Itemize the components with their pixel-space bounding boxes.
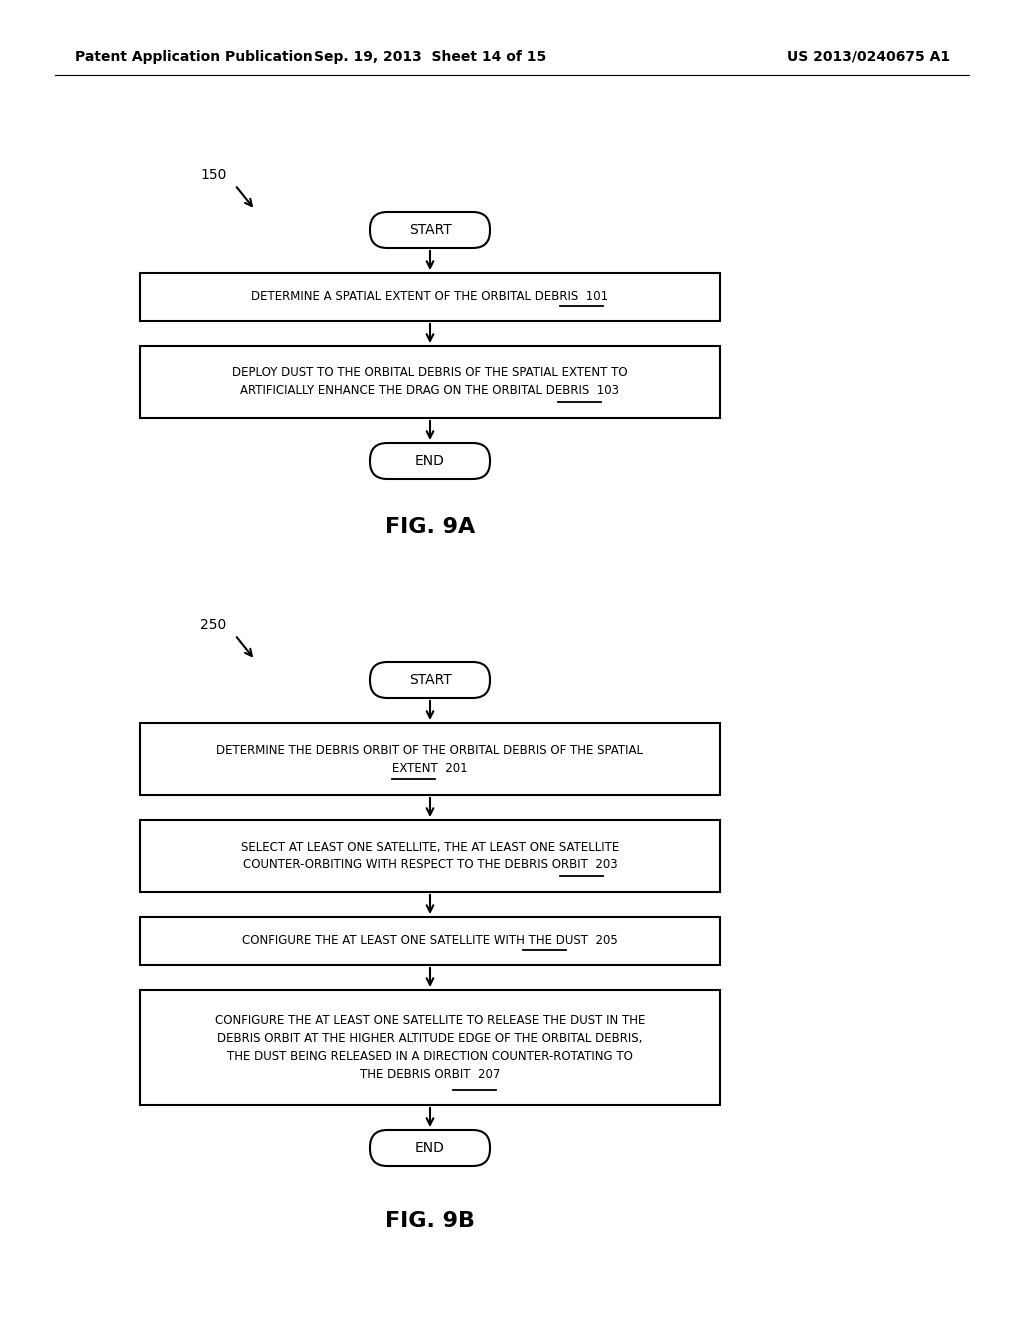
Bar — [140, 346, 720, 418]
Text: CONFIGURE THE AT LEAST ONE SATELLITE WITH THE DUST  205: CONFIGURE THE AT LEAST ONE SATELLITE WIT… — [242, 935, 617, 948]
Bar — [140, 820, 720, 892]
Text: DETERMINE A SPATIAL EXTENT OF THE ORBITAL DEBRIS  101: DETERMINE A SPATIAL EXTENT OF THE ORBITA… — [252, 290, 608, 304]
Text: START: START — [409, 223, 452, 238]
Text: DETERMINE THE DEBRIS ORBIT OF THE ORBITAL DEBRIS OF THE SPATIAL
EXTENT  201: DETERMINE THE DEBRIS ORBIT OF THE ORBITA… — [216, 743, 643, 775]
Bar — [140, 917, 720, 965]
Bar — [140, 990, 720, 1105]
Text: DEPLOY DUST TO THE ORBITAL DEBRIS OF THE SPATIAL EXTENT TO
ARTIFICIALLY ENHANCE : DEPLOY DUST TO THE ORBITAL DEBRIS OF THE… — [232, 367, 628, 397]
Text: START: START — [409, 673, 452, 686]
Text: SELECT AT LEAST ONE SATELLITE, THE AT LEAST ONE SATELLITE
COUNTER-ORBITING WITH : SELECT AT LEAST ONE SATELLITE, THE AT LE… — [241, 841, 620, 871]
FancyBboxPatch shape — [370, 213, 490, 248]
Text: CONFIGURE THE AT LEAST ONE SATELLITE TO RELEASE THE DUST IN THE
DEBRIS ORBIT AT : CONFIGURE THE AT LEAST ONE SATELLITE TO … — [215, 1014, 645, 1081]
FancyBboxPatch shape — [370, 663, 490, 698]
Text: Sep. 19, 2013  Sheet 14 of 15: Sep. 19, 2013 Sheet 14 of 15 — [314, 50, 546, 63]
Text: END: END — [415, 1140, 445, 1155]
Text: 250: 250 — [200, 618, 226, 632]
Bar — [140, 273, 720, 321]
Text: END: END — [415, 454, 445, 469]
Text: US 2013/0240675 A1: US 2013/0240675 A1 — [786, 50, 950, 63]
Text: FIG. 9A: FIG. 9A — [385, 517, 475, 537]
FancyBboxPatch shape — [370, 444, 490, 479]
FancyBboxPatch shape — [370, 1130, 490, 1166]
Text: FIG. 9B: FIG. 9B — [385, 1210, 475, 1232]
Bar — [140, 723, 720, 795]
Text: 150: 150 — [200, 168, 226, 182]
Text: Patent Application Publication: Patent Application Publication — [75, 50, 312, 63]
